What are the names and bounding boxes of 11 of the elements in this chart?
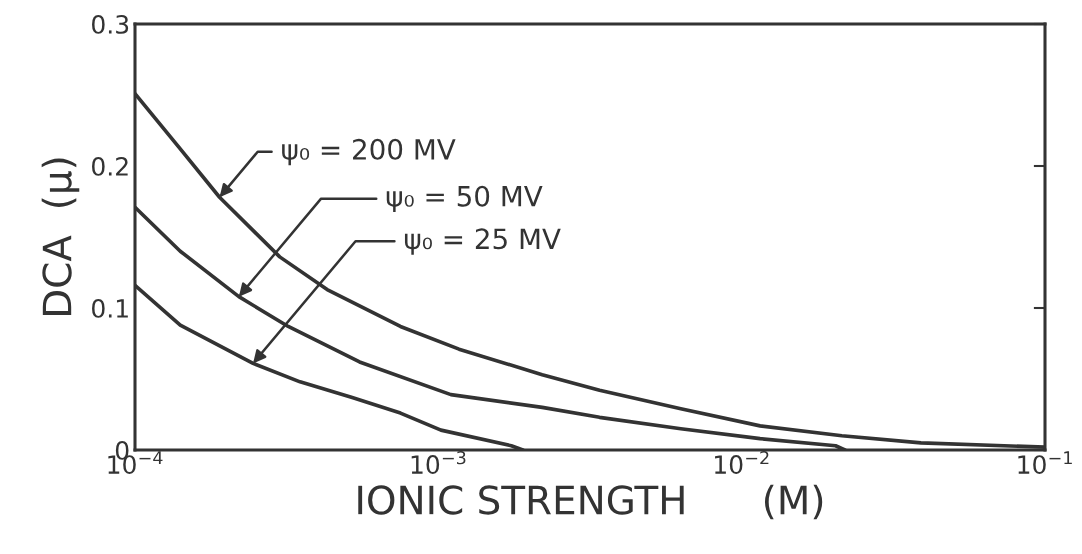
text: ψ₀ = 200 MV (282, 138, 456, 166)
x-tick-label: 10$^{−3}$ (411, 451, 466, 475)
text: ψ₀ = 50 MV (386, 185, 543, 213)
text: ψ₀ = 25 MV (404, 228, 561, 255)
y-tick-label: 0.3 (92, 14, 129, 34)
x-axis-title: IONIC STRENGTH (M) (358, 484, 823, 520)
y-tick-label: 0.1 (92, 298, 128, 318)
y-axis-title: DCA (μ) (41, 158, 80, 315)
x-tick-label: 10$^{−1}$ (1018, 451, 1072, 475)
y-tick-label: 0.2 (92, 156, 128, 176)
x-tick-label: 10$^{−2}$ (715, 451, 769, 475)
